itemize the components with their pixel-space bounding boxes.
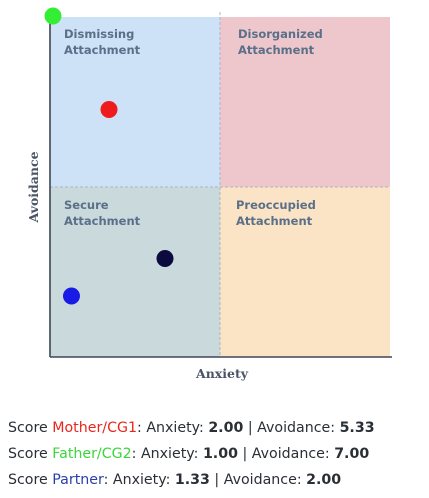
points-layer (44, 7, 174, 305)
score-prefix: Score (8, 472, 48, 488)
anxiety-value-partner: 1.33 (174, 472, 210, 488)
quadrant-label-secure-line1: Secure (64, 198, 109, 212)
colon: : (131, 446, 137, 462)
data-point-father (44, 7, 62, 25)
colon: : (137, 420, 142, 436)
score-separator: | (247, 420, 253, 436)
score-name-father: Father/CG2 (52, 446, 132, 462)
avoidance-value-partner: 2.00 (306, 472, 342, 488)
score-line-father: Score Father/CG2: Anxiety: 1.00 | Avoida… (8, 443, 426, 469)
score-prefix: Score (8, 446, 48, 462)
anxiety-label: Anxiety: (146, 420, 204, 436)
avoidance-label: Avoidance: (223, 472, 302, 488)
data-point-mother (100, 101, 118, 119)
anxiety-value-father: 1.00 (202, 446, 238, 462)
score-separator: | (242, 446, 248, 462)
quadrant-label-disorganized-line1: Disorganized (238, 27, 323, 41)
score-summary: Score Mother/CG1: Anxiety: 2.00 | Avoida… (8, 417, 426, 495)
data-point-partner (62, 287, 80, 305)
quadrant-label-dismissing-line2: Attachment (64, 43, 141, 57)
anxiety-label: Anxiety: (140, 446, 199, 462)
score-separator: | (214, 472, 220, 488)
quadrant-label-preoccupied-line1: Preoccupied (236, 198, 316, 212)
quadrant-label-disorganized-line2: Attachment (238, 43, 315, 57)
anxiety-label: Anxiety: (112, 472, 171, 488)
quadrant-label-secure-line2: Attachment (64, 214, 141, 228)
score-name-mother: Mother/CG1 (52, 420, 138, 436)
score-line-mother: Score Mother/CG1: Anxiety: 2.00 | Avoida… (8, 417, 426, 443)
quadrant-dismissing (50, 17, 220, 187)
quadrant-preoccupied (220, 187, 390, 357)
quadrant-label-preoccupied-line2: Attachment (236, 214, 313, 228)
quadrant-label-dismissing-line1: Dismissing (64, 27, 134, 41)
x-axis-title: Anxiety (195, 366, 249, 381)
score-name-partner: Partner (52, 472, 104, 488)
quadrant-secure (50, 187, 220, 357)
avoidance-label: Avoidance: (251, 446, 330, 462)
avoidance-value-mother: 5.33 (339, 420, 375, 436)
quadrant-disorganized (220, 17, 390, 187)
score-prefix: Score (8, 420, 48, 436)
anxiety-value-mother: 2.00 (208, 420, 244, 436)
y-axis-title: Avoidance (26, 151, 41, 223)
data-point-other (156, 249, 174, 267)
score-line-partner: Score Partner: Anxiety: 1.33 | Avoidance… (8, 469, 426, 495)
attachment-chart: Dismissing Attachment Disorganized Attac… (26, 7, 392, 381)
avoidance-label: Avoidance: (257, 420, 336, 436)
avoidance-value-father: 7.00 (334, 446, 370, 462)
colon: : (103, 472, 109, 488)
attachment-chart-svg: Dismissing Attachment Disorganized Attac… (26, 7, 392, 381)
